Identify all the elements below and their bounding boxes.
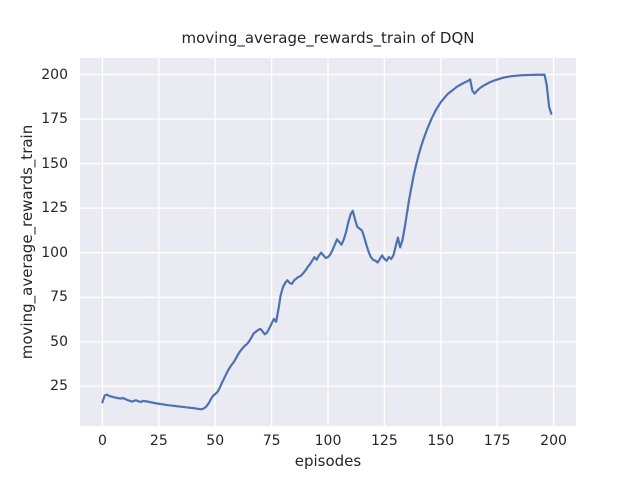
y-tick-label: 150 — [41, 155, 68, 172]
x-axis-label: episodes — [294, 452, 362, 470]
plot-area — [80, 58, 576, 426]
y-tick-label: 100 — [41, 244, 68, 261]
y-tick-label: 175 — [41, 111, 68, 128]
reward-curve-line — [101, 73, 553, 411]
line-chart-canvas — [80, 58, 576, 426]
y-tick-label: 50 — [50, 333, 68, 350]
y-tick-label: 25 — [50, 378, 68, 395]
chart-title: moving_average_rewards_train of DQN — [181, 29, 475, 47]
y-tick-label: 200 — [41, 66, 68, 83]
x-tick-label: 75 — [262, 433, 281, 449]
x-tick-label: 200 — [540, 433, 567, 449]
x-tick-label: 125 — [371, 433, 398, 449]
x-tick-label: 150 — [427, 433, 455, 449]
y-tick-label: 125 — [41, 200, 68, 217]
x-tick-label: 0 — [97, 433, 107, 449]
x-tick-label: 100 — [314, 433, 342, 449]
y-tick-label: 75 — [50, 289, 68, 306]
x-tick-label: 25 — [149, 433, 168, 449]
x-tick-label: 175 — [483, 433, 511, 449]
x-tick-label: 50 — [206, 433, 225, 449]
